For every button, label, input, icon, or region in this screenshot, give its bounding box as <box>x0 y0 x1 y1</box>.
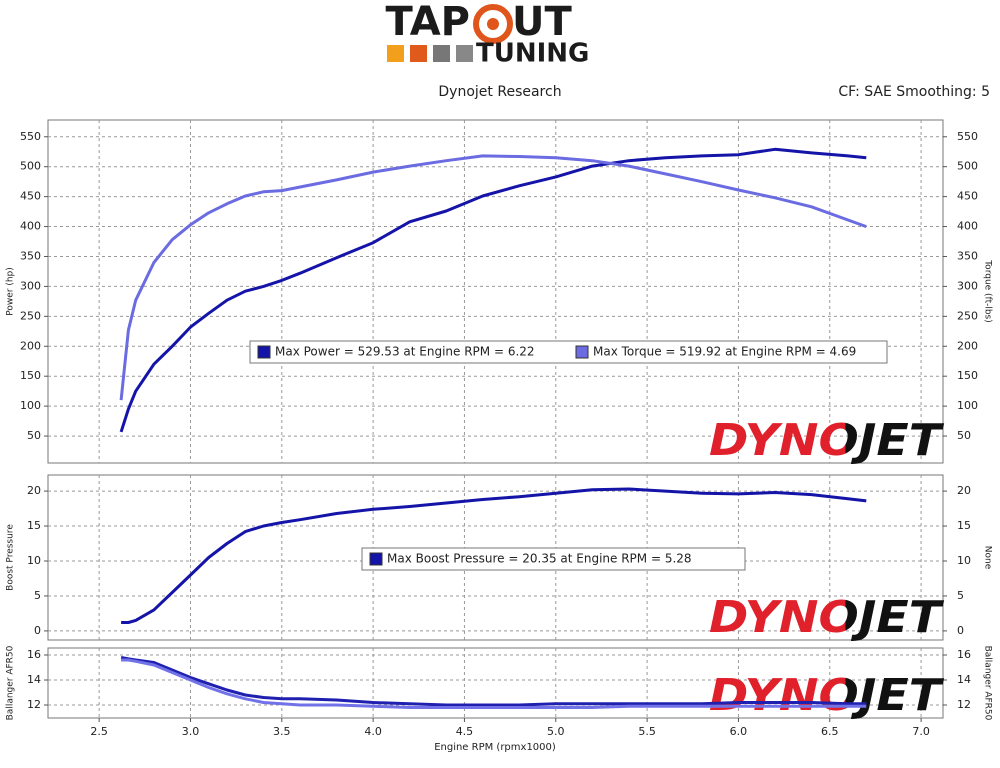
x-tick-label: 6.5 <box>821 725 839 738</box>
legend-label: Max Boost Pressure = 20.35 at Engine RPM… <box>387 552 692 566</box>
y2-tick-label: 550 <box>957 130 978 143</box>
y-tick-label: 500 <box>20 160 41 173</box>
logo-bottom: TUNING <box>476 39 589 69</box>
series-line <box>120 656 867 707</box>
y2-tick-label: 50 <box>957 429 971 442</box>
y2-tick-label: 100 <box>957 399 978 412</box>
watermark: DYNOJET <box>709 415 944 466</box>
y2-tick-label: 200 <box>957 339 978 352</box>
x-tick-label: 5.5 <box>638 725 656 738</box>
settings: CF: SAE Smoothing: 5 <box>838 84 990 100</box>
y2-tick-label: 300 <box>957 279 978 292</box>
x-tick-label: 2.5 <box>90 725 108 738</box>
watermark: DYNOJET <box>709 670 944 721</box>
x-tick-label: 6.0 <box>730 725 748 738</box>
page-title: Dynojet Research <box>438 84 561 100</box>
y-tick-label: 10 <box>27 554 41 567</box>
logo-turbo-hub <box>487 18 499 30</box>
logo-block <box>456 45 473 62</box>
y2-tick-label: 20 <box>957 484 971 497</box>
y2-tick-label: 400 <box>957 220 978 233</box>
y-axis-label: Boost Pressure <box>6 524 16 591</box>
y2-tick-label: 450 <box>957 190 978 203</box>
legend-swatch <box>257 345 271 359</box>
y2-tick-label: 12 <box>957 698 971 711</box>
y2-tick-label: 10 <box>957 554 971 567</box>
y-tick-label: 450 <box>20 190 41 203</box>
y-tick-label: 0 <box>34 624 41 637</box>
y-tick-label: 300 <box>20 279 41 292</box>
logo-left: TAP <box>386 0 470 45</box>
legend-box <box>249 340 888 364</box>
legend: Max Power = 529.53 at Engine RPM = 6.22 M… <box>249 340 888 364</box>
y2-tick-label: 5 <box>957 589 964 602</box>
watermark: DYNOJET <box>709 592 944 643</box>
logo-right: UT <box>512 0 572 45</box>
y2-axis-label: None <box>983 546 993 570</box>
y-tick-label: 200 <box>20 339 41 352</box>
y2-tick-label: 0 <box>957 624 964 637</box>
x-tick-label: 4.0 <box>364 725 382 738</box>
logo-block <box>433 45 450 62</box>
legend-label: Max Torque = 519.92 at Engine RPM = 4.69 <box>593 345 856 359</box>
y-tick-label: 50 <box>27 429 41 442</box>
logo-block <box>387 45 404 62</box>
y2-axis-label: Ballanger AFR50 <box>983 646 993 721</box>
y-tick-label: 400 <box>20 220 41 233</box>
y-tick-label: 150 <box>20 369 41 382</box>
series-line <box>119 147 867 433</box>
y-tick-label: 100 <box>20 399 41 412</box>
series-line <box>119 154 867 401</box>
x-tick-label: 7.0 <box>912 725 930 738</box>
y-tick-label: 550 <box>20 130 41 143</box>
y2-tick-label: 14 <box>957 673 971 686</box>
plot-frame <box>47 119 944 464</box>
y-tick-label: 350 <box>20 249 41 262</box>
y2-tick-label: 15 <box>957 519 971 532</box>
x-tick-label: 4.5 <box>456 725 474 738</box>
logo-turbo <box>473 4 513 44</box>
series-line <box>121 487 867 624</box>
y2-axis-label: Torque (ft-lbs) <box>983 259 993 323</box>
y-tick-label: 15 <box>27 519 41 532</box>
x-tick-label: 3.0 <box>182 725 200 738</box>
legend-swatch <box>369 552 383 566</box>
series-line <box>121 658 867 709</box>
logo: TAP UT TUNING <box>386 0 590 69</box>
y2-tick-label: 150 <box>957 369 978 382</box>
y2-tick-label: 250 <box>957 309 978 322</box>
legend-box <box>361 547 746 571</box>
y-tick-label: 16 <box>27 648 41 661</box>
legend: Max Boost Pressure = 20.35 at Engine RPM… <box>361 547 746 571</box>
y-tick-label: 250 <box>20 309 41 322</box>
y-tick-label: 14 <box>27 673 41 686</box>
y-axis-label: Ballanger AFR50 <box>6 645 16 720</box>
y-tick-label: 5 <box>34 589 41 602</box>
x-tick-label: 5.0 <box>547 725 565 738</box>
y2-tick-label: 16 <box>957 648 971 661</box>
legend-swatch <box>575 345 589 359</box>
y2-tick-label: 350 <box>957 249 978 262</box>
y-axis-label: Power (hp) <box>6 267 16 316</box>
y-tick-label: 12 <box>27 698 41 711</box>
x-axis-label: Engine RPM (rpmx1000) <box>434 742 556 753</box>
y-tick-label: 20 <box>27 484 41 497</box>
x-tick-label: 3.5 <box>273 725 291 738</box>
legend-label: Max Power = 529.53 at Engine RPM = 6.22 <box>275 345 535 359</box>
logo-block <box>410 45 427 62</box>
y2-tick-label: 500 <box>957 160 978 173</box>
